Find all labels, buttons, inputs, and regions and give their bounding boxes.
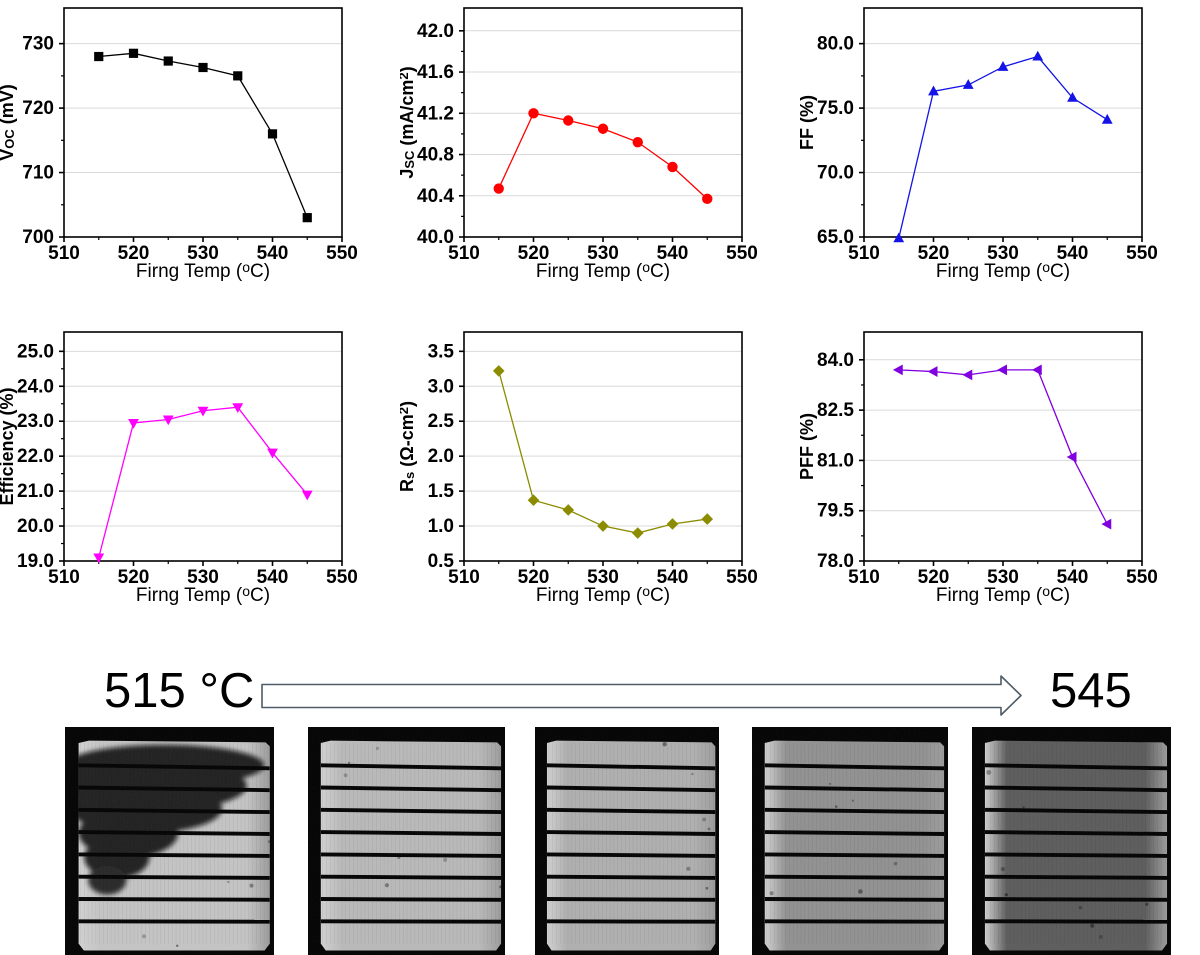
svg-text:80.0: 80.0 [817, 34, 854, 55]
svg-text:Rs (Ω-cm2): Rs (Ω-cm2) [400, 401, 417, 492]
svg-text:24.0: 24.0 [17, 376, 54, 397]
svg-text:510: 510 [448, 243, 480, 264]
svg-text:20.0: 20.0 [17, 516, 54, 537]
svg-text:PFF (%): PFF (%) [800, 413, 817, 480]
svg-text:41.2: 41.2 [417, 103, 454, 124]
svg-text:70.0: 70.0 [817, 163, 854, 184]
svg-text:Firng Temp (oC): Firng Temp (oC) [536, 259, 670, 282]
svg-text:VOC (mV): VOC (mV) [0, 84, 17, 161]
svg-text:510: 510 [48, 243, 80, 264]
svg-text:1.5: 1.5 [428, 481, 455, 502]
svg-text:41.6: 41.6 [417, 62, 454, 83]
svg-text:Firng Temp (oC): Firng Temp (oC) [936, 259, 1070, 282]
svg-text:79.5: 79.5 [817, 501, 854, 522]
svg-text:550: 550 [326, 567, 358, 588]
svg-text:710: 710 [22, 163, 54, 184]
svg-text:510: 510 [448, 567, 480, 588]
svg-text:720: 720 [22, 98, 54, 119]
svg-text:510: 510 [848, 567, 880, 588]
svg-text:3.5: 3.5 [428, 341, 455, 362]
svg-text:FF (%): FF (%) [800, 95, 817, 150]
svg-text:510: 510 [48, 567, 80, 588]
svg-text:40.4: 40.4 [417, 186, 454, 207]
svg-text:2.5: 2.5 [428, 411, 455, 432]
svg-text:JSC (mA/cm2): JSC (mA/cm2) [400, 66, 417, 178]
svg-text:Firng Temp (oC): Firng Temp (oC) [936, 583, 1070, 606]
svg-text:25.0: 25.0 [17, 341, 54, 362]
svg-text:23.0: 23.0 [17, 411, 54, 432]
svg-text:21.0: 21.0 [17, 481, 54, 502]
svg-text:1.0: 1.0 [428, 516, 454, 537]
svg-text:550: 550 [726, 567, 758, 588]
svg-text:550: 550 [1126, 567, 1158, 588]
svg-text:Firng Temp (oC): Firng Temp (oC) [136, 259, 270, 282]
svg-text:40.8: 40.8 [417, 145, 454, 166]
svg-text:82.5: 82.5 [817, 400, 854, 421]
svg-text:75.0: 75.0 [817, 98, 854, 119]
svg-text:3.0: 3.0 [428, 376, 454, 397]
svg-text:81.0: 81.0 [817, 450, 854, 471]
svg-text:42.0: 42.0 [417, 21, 454, 42]
svg-text:Firng Temp (oC): Firng Temp (oC) [136, 583, 270, 606]
svg-text:550: 550 [326, 243, 358, 264]
svg-text:22.0: 22.0 [17, 446, 54, 467]
svg-text:510: 510 [848, 243, 880, 264]
svg-text:Efficiency (%): Efficiency (%) [0, 387, 17, 505]
svg-text:730: 730 [22, 34, 54, 55]
svg-text:550: 550 [1126, 243, 1158, 264]
svg-text:2.0: 2.0 [428, 446, 454, 467]
svg-text:550: 550 [726, 243, 758, 264]
svg-text:Firng Temp (oC): Firng Temp (oC) [536, 583, 670, 606]
svg-text:84.0: 84.0 [817, 350, 854, 371]
